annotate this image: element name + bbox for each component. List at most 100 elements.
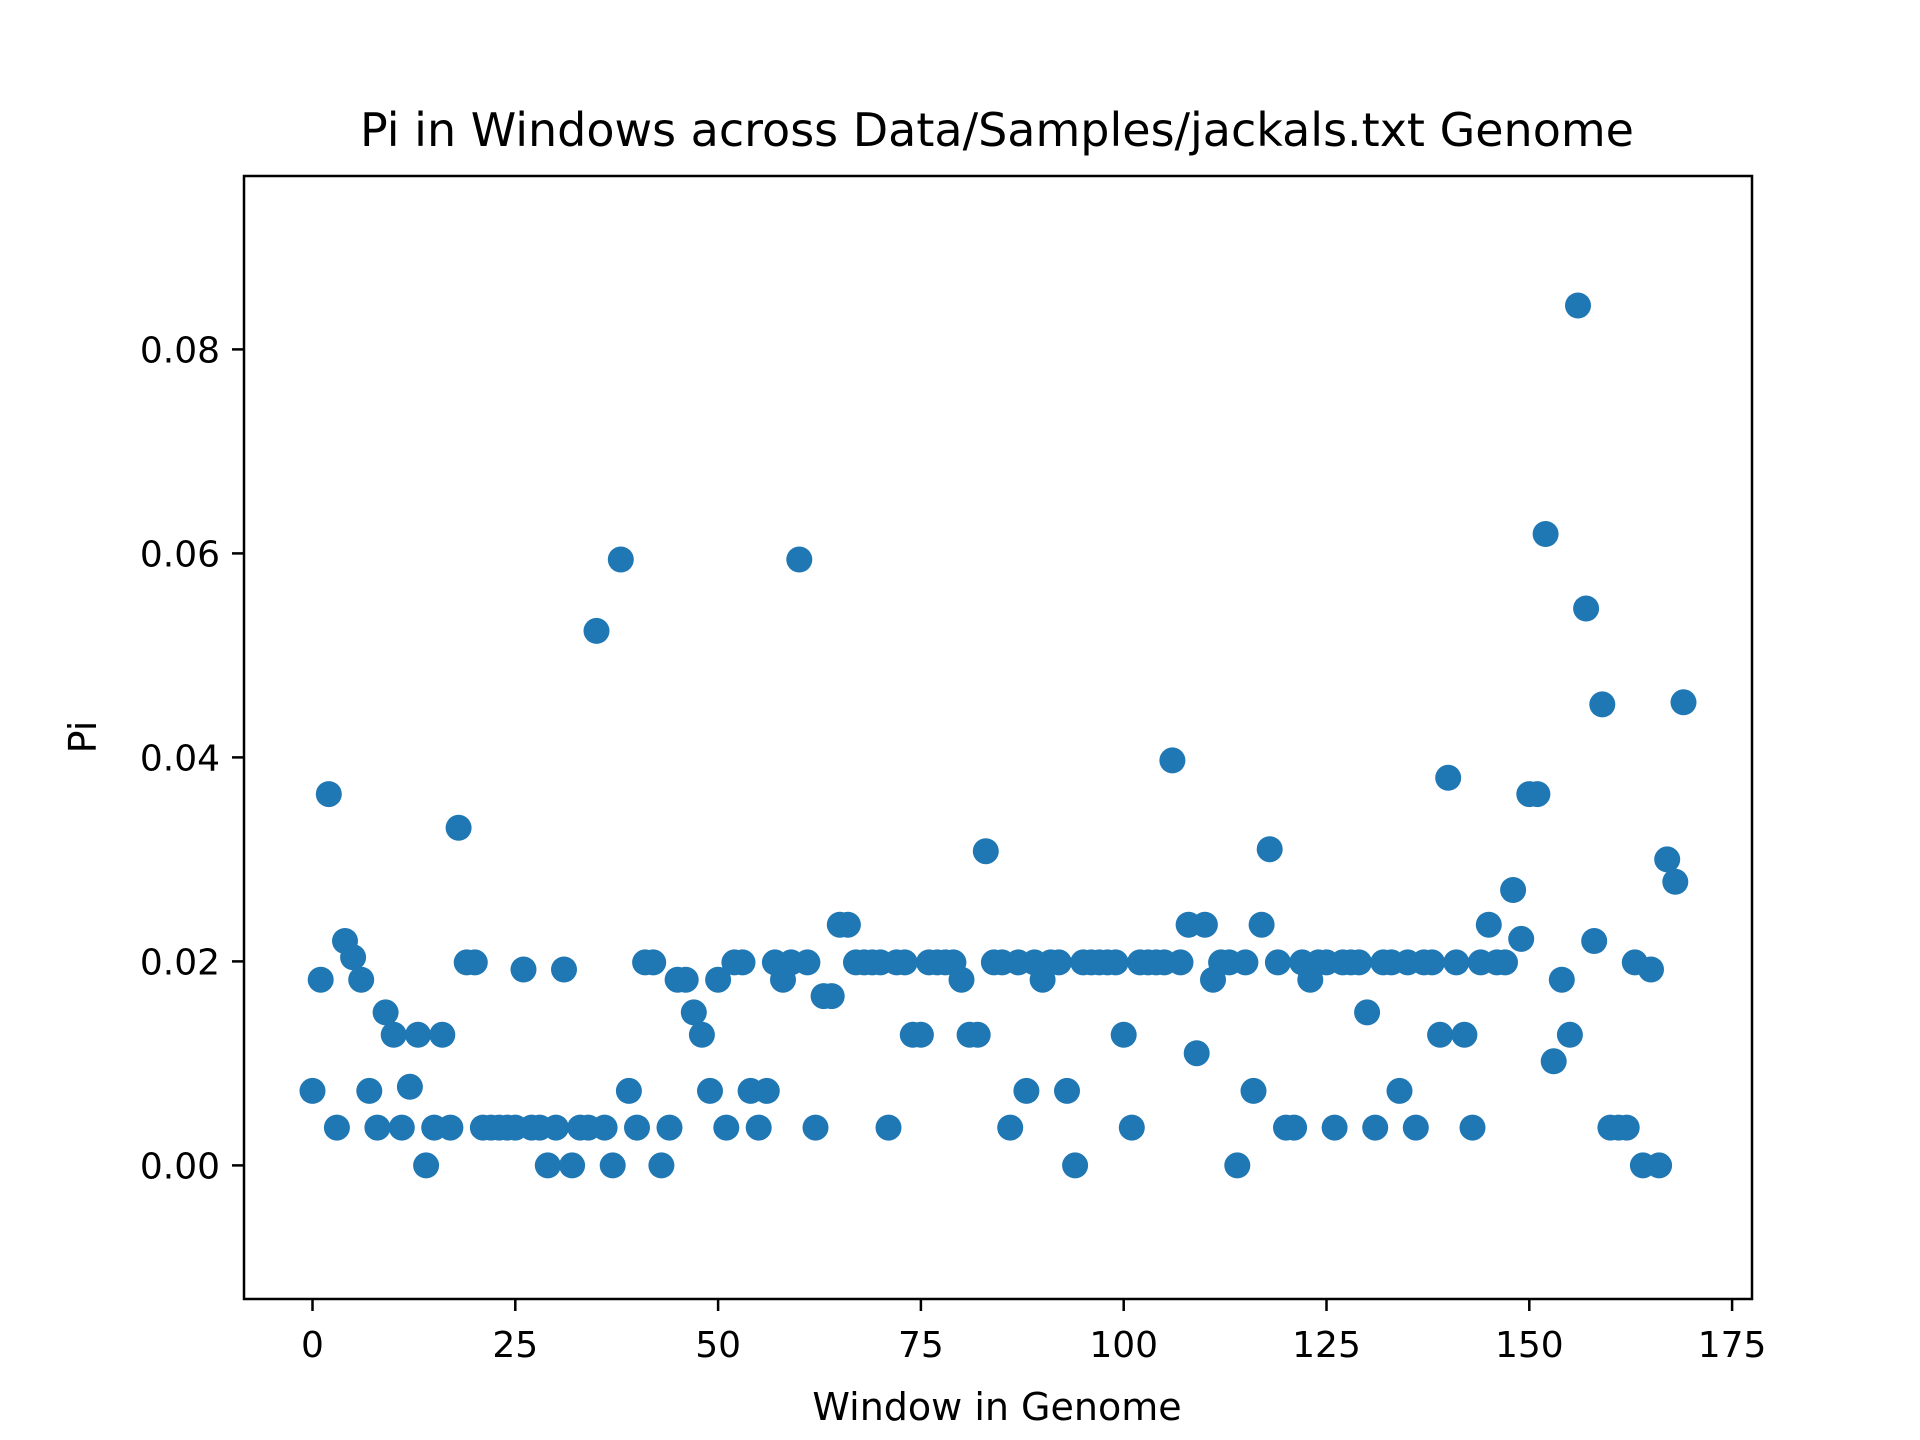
data-point (891, 949, 918, 976)
data-point (1443, 949, 1470, 976)
data-point (510, 956, 537, 983)
y-tick-label: 0.06 (140, 534, 220, 575)
data-point (1281, 1114, 1308, 1141)
data-point (1183, 1040, 1210, 1067)
data-point (818, 983, 845, 1010)
data-point (948, 966, 975, 993)
data-point (323, 1114, 350, 1141)
y-tick-label: 0.04 (140, 738, 220, 779)
data-point (1402, 1114, 1429, 1141)
data-point (1654, 846, 1681, 873)
data-point (380, 1021, 407, 1048)
data-point (1118, 1114, 1145, 1141)
data-point (405, 1021, 431, 1048)
data-point (1548, 966, 1575, 993)
data-point (1500, 877, 1527, 903)
data-point (461, 949, 488, 976)
data-point (1224, 1152, 1251, 1179)
data-point (753, 1077, 780, 1104)
data-point (1264, 949, 1291, 976)
data-point (607, 546, 634, 573)
data-point (1159, 747, 1186, 774)
data-point (802, 1114, 829, 1141)
data-point (624, 1114, 650, 1141)
x-tick-label: 75 (898, 1325, 944, 1366)
data-point (656, 1114, 683, 1141)
data-point (1045, 949, 1072, 976)
y-tick-label: 0.08 (140, 330, 220, 371)
data-point (1670, 689, 1697, 716)
data-point (680, 999, 707, 1026)
points-layer (299, 292, 1697, 1179)
data-point (445, 814, 472, 841)
data-point (413, 1152, 440, 1179)
data-point (1646, 1152, 1673, 1179)
data-point (1167, 949, 1194, 976)
data-point (1346, 949, 1372, 976)
data-point (1613, 1114, 1640, 1141)
chart-title: Pi in Windows across Data/Samples/jackal… (360, 103, 1634, 157)
data-point (1110, 1021, 1137, 1048)
data-point (396, 1073, 423, 1100)
data-point (1321, 1114, 1348, 1141)
data-point (1102, 949, 1129, 976)
data-point (713, 1114, 740, 1141)
data-point (1354, 999, 1381, 1026)
data-point (599, 1152, 626, 1179)
data-point (437, 1114, 464, 1141)
data-point (315, 781, 342, 808)
data-point (307, 966, 334, 993)
data-point (429, 1021, 456, 1048)
data-point (1256, 836, 1283, 863)
data-point (1524, 781, 1551, 808)
y-tick-label: 0.00 (140, 1146, 220, 1187)
data-point (1451, 1021, 1478, 1048)
data-point (697, 1077, 723, 1104)
data-point (1248, 911, 1275, 938)
data-point (1565, 292, 1591, 319)
x-axis: 0 25 50 75 100 125 150 175 (301, 1299, 1766, 1366)
y-axis: 0.00 0.02 0.04 0.06 0.08 (140, 330, 244, 1187)
data-point (997, 1114, 1024, 1141)
data-point (1662, 868, 1689, 895)
data-point (964, 1021, 991, 1048)
data-point (1475, 911, 1502, 938)
data-point (348, 966, 375, 993)
data-point (794, 949, 821, 976)
data-point (534, 1152, 561, 1179)
data-point (591, 1114, 618, 1141)
data-point (1191, 911, 1218, 938)
data-point (542, 1114, 569, 1141)
data-point (1540, 1048, 1567, 1075)
data-point (648, 1152, 675, 1179)
data-point (1013, 1077, 1040, 1104)
data-point (1435, 764, 1462, 791)
data-point (388, 1114, 415, 1141)
data-point (615, 1077, 642, 1104)
plot-frame (242, 174, 1754, 1301)
x-tick-label: 25 (492, 1325, 538, 1366)
data-point (583, 617, 610, 644)
data-point (672, 966, 699, 993)
data-point (372, 999, 399, 1026)
data-point (1492, 949, 1518, 976)
data-point (1386, 1077, 1413, 1104)
data-point (972, 838, 999, 865)
data-point (1581, 928, 1608, 954)
data-point (786, 546, 813, 573)
data-point (1419, 949, 1445, 976)
data-point (1573, 595, 1600, 622)
data-point (364, 1114, 391, 1141)
data-point (1062, 1152, 1089, 1179)
data-point (1532, 521, 1559, 547)
data-point (1556, 1021, 1583, 1048)
data-point (1638, 956, 1664, 983)
data-point (640, 949, 667, 976)
data-point (559, 1152, 586, 1179)
x-tick-label: 100 (1089, 1325, 1158, 1366)
y-axis-label: Pi (61, 721, 105, 754)
data-point (551, 956, 577, 983)
y-tick-label: 0.02 (140, 942, 220, 983)
